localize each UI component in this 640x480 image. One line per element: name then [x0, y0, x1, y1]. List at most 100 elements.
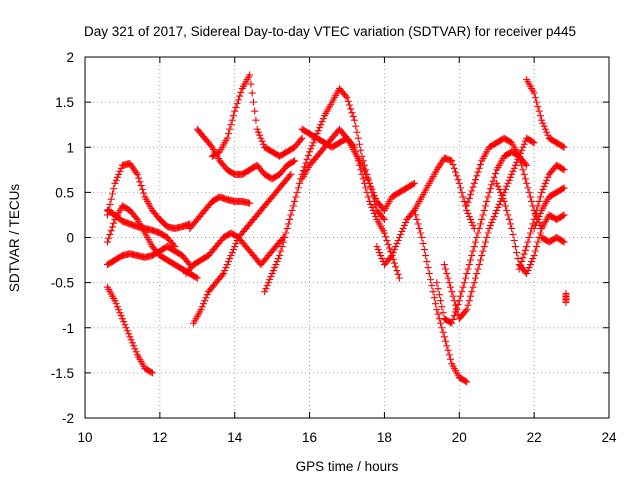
data-points: [103, 71, 570, 386]
data-point: [128, 339, 136, 347]
data-point: [372, 194, 380, 202]
data-point: [486, 221, 494, 229]
data-point: [424, 264, 432, 272]
data-point: [410, 179, 418, 187]
data-point: [227, 121, 235, 129]
data-point: [362, 184, 370, 192]
data-point: [510, 164, 518, 172]
data-point: [291, 157, 299, 165]
data-point: [560, 211, 568, 219]
data-point: [479, 211, 487, 219]
data-point: [287, 170, 295, 178]
data-point: [367, 200, 375, 208]
data-point: [469, 283, 477, 291]
series-track-23: [538, 234, 568, 246]
data-point: [363, 173, 371, 181]
data-point: [353, 152, 361, 160]
data-point: [493, 179, 501, 187]
data-point: [514, 255, 522, 263]
data-point: [248, 89, 256, 97]
data-point: [262, 285, 270, 293]
data-point: [541, 179, 549, 187]
data-point: [521, 246, 529, 254]
data-point: [467, 292, 475, 300]
data-point: [395, 274, 403, 282]
data-point: [222, 264, 230, 272]
data-point: [352, 122, 360, 130]
data-point: [449, 315, 457, 323]
x-tick-label: 20: [452, 430, 467, 445]
data-point: [234, 96, 242, 104]
y-tick-label: -1: [62, 321, 74, 336]
data-point: [508, 224, 516, 232]
data-point: [534, 103, 542, 111]
data-point: [118, 315, 126, 323]
data-point: [253, 125, 261, 133]
data-point: [475, 224, 483, 232]
data-point: [278, 243, 286, 251]
data-point: [516, 157, 524, 165]
data-point: [400, 221, 408, 229]
data-point: [357, 146, 365, 154]
data-point: [524, 267, 532, 275]
data-point: [257, 134, 265, 142]
chart-title: Day 321 of 2017, Sidereal Day-to-day VTE…: [84, 24, 576, 39]
data-point: [493, 206, 501, 214]
data-point: [117, 312, 125, 320]
data-point: [511, 243, 519, 251]
data-point: [476, 256, 484, 264]
y-axis-label: SDTVAR / TECUs: [7, 184, 22, 293]
series-track-1: [103, 283, 156, 377]
data-point: [348, 109, 356, 117]
data-point: [135, 174, 143, 182]
data-point: [474, 229, 482, 237]
data-point: [192, 273, 200, 281]
data-point: [307, 145, 315, 153]
data-point: [511, 161, 519, 169]
data-point: [488, 181, 496, 189]
data-point: [264, 279, 272, 287]
data-point: [317, 121, 325, 129]
data-point: [485, 224, 493, 232]
data-point: [449, 292, 457, 300]
y-tick-label: 1.5: [55, 95, 74, 110]
data-point: [392, 243, 400, 251]
data-point: [448, 157, 456, 165]
data-point: [505, 215, 513, 223]
data-point: [269, 267, 277, 275]
data-point: [560, 166, 568, 174]
data-point: [501, 185, 509, 193]
data-point: [419, 240, 427, 248]
data-point: [437, 297, 445, 305]
series-track-18: [463, 134, 546, 232]
data-point: [559, 165, 567, 173]
data-point: [110, 185, 118, 193]
data-point: [519, 143, 527, 151]
data-point: [345, 101, 353, 109]
y-tick-label: -0.5: [51, 276, 74, 291]
data-point: [469, 247, 477, 255]
data-point: [536, 193, 544, 201]
data-point: [503, 206, 511, 214]
data-point: [438, 303, 446, 311]
data-point: [455, 179, 463, 187]
data-point: [425, 270, 433, 278]
data-point: [254, 128, 262, 136]
data-point: [534, 202, 542, 210]
x-tick-label: 12: [152, 430, 167, 445]
data-point: [524, 238, 532, 246]
x-tick-label: 22: [527, 430, 542, 445]
data-point: [229, 112, 237, 120]
data-point: [347, 105, 355, 113]
data-point: [516, 261, 524, 269]
data-point: [468, 252, 476, 260]
data-point: [495, 200, 503, 208]
data-point: [121, 321, 129, 329]
data-point: [393, 240, 401, 248]
series-track-7: [190, 170, 295, 327]
data-point: [110, 219, 118, 227]
series-track-20: [523, 76, 568, 151]
data-point: [467, 191, 475, 199]
data-point: [412, 211, 420, 219]
data-point: [467, 256, 475, 264]
